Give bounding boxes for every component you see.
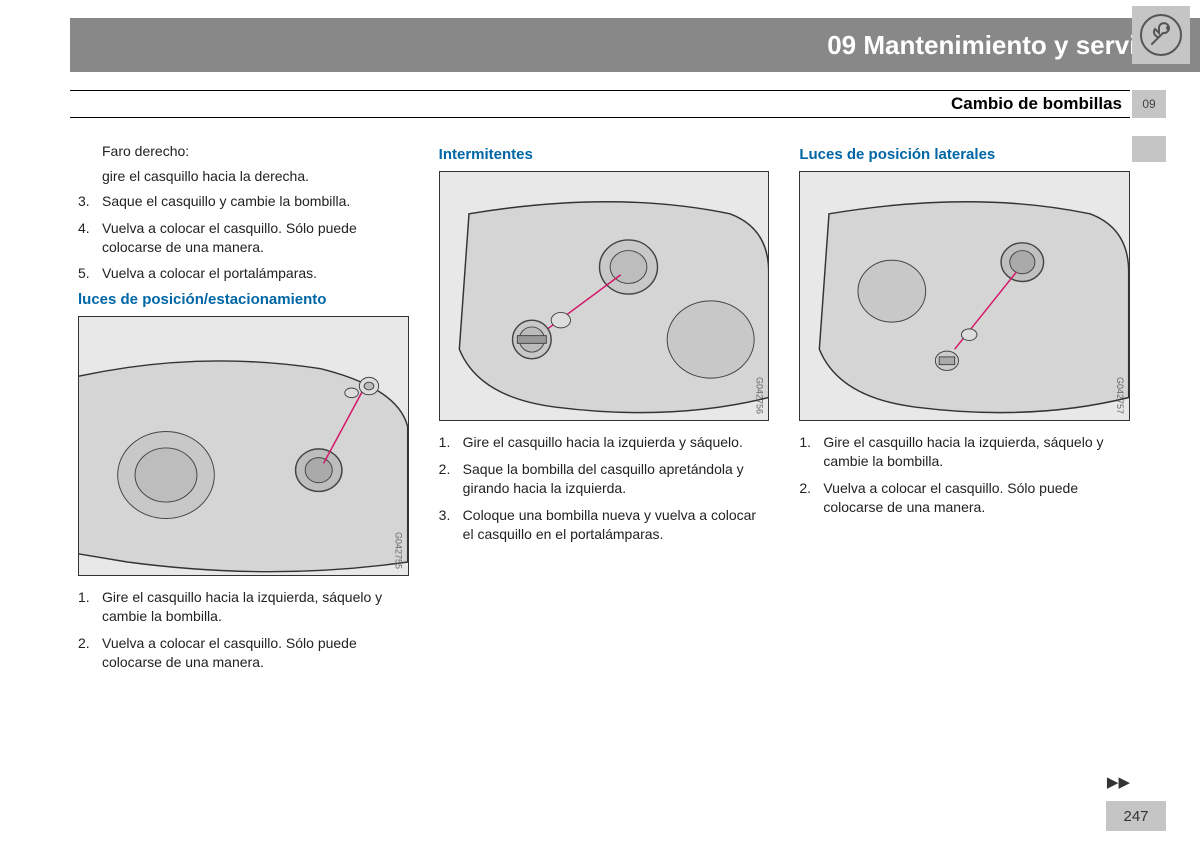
- step-number: 3.: [439, 506, 463, 544]
- numbered-step: 3.Coloque una bombilla nueva y vuelva a …: [439, 506, 770, 544]
- numbered-step: 1.Gire el casquillo hacia la izquierda, …: [799, 433, 1130, 471]
- continue-indicator: ▶▶: [1107, 773, 1130, 791]
- step-number: 4.: [78, 219, 102, 257]
- numbered-step: 3.Saque el casquillo y cambie la bombill…: [78, 192, 409, 211]
- chapter-header: 09 Mantenimiento y servicio: [70, 18, 1200, 72]
- step-text: Vuelva a colocar el casquillo. Sólo pued…: [102, 634, 409, 672]
- step-text: Gire el casquillo hacia la izquierda y s…: [463, 433, 770, 452]
- step-text: Vuelva a colocar el casquillo. Sólo pued…: [823, 479, 1130, 517]
- step-text: Saque la bombilla del casquillo apretánd…: [463, 460, 770, 498]
- illustration-code: G042756: [754, 377, 764, 414]
- numbered-step: 2.Vuelva a colocar el casquillo. Sólo pu…: [799, 479, 1130, 517]
- step-number: 2.: [799, 479, 823, 517]
- chapter-title: 09 Mantenimiento y servicio: [827, 30, 1174, 61]
- numbered-step: 1.Gire el casquillo hacia la izquierda y…: [439, 433, 770, 452]
- section-heading-turn-signals: Intermitentes: [439, 146, 770, 163]
- numbered-step: 5.Vuelva a colocar el portalámparas.: [78, 264, 409, 283]
- section-heading-side-position-lights: Luces de posición laterales: [799, 146, 1130, 163]
- illustration-parking-lights: G042755: [78, 316, 409, 576]
- intro-text-1: Faro derecho:: [78, 142, 409, 161]
- numbered-step: 1.Gire el casquillo hacia la izquierda, …: [78, 588, 409, 626]
- step-number: 1.: [78, 588, 102, 626]
- step-number: 5.: [78, 264, 102, 283]
- section-header-bar: Cambio de bombillas: [70, 90, 1130, 118]
- column-1: Faro derecho: gire el casquillo hacia la…: [78, 142, 409, 680]
- step-number: 1.: [439, 433, 463, 452]
- chapter-tab-lower: [1132, 136, 1166, 162]
- step-number: 1.: [799, 433, 823, 471]
- illustration-code: G042757: [1115, 377, 1125, 414]
- intro-text-2: gire el casquillo hacia la derecha.: [78, 167, 409, 186]
- numbered-step: 2.Vuelva a colocar el casquillo. Sólo pu…: [78, 634, 409, 672]
- section-heading-parking-lights: luces de posición/estacionamiento: [78, 291, 409, 308]
- column-3: Luces de posición laterales G042757 1.Gi…: [799, 142, 1130, 680]
- step-text: Gire el casquillo hacia la izquierda, sá…: [102, 588, 409, 626]
- page-content: Faro derecho: gire el casquillo hacia la…: [78, 142, 1130, 680]
- step-text: Saque el casquillo y cambie la bombilla.: [102, 192, 409, 211]
- wrench-icon: [1140, 14, 1182, 56]
- service-icon-badge: [1132, 6, 1190, 64]
- step-text: Coloque una bombilla nueva y vuelva a co…: [463, 506, 770, 544]
- illustration-turn-signals: G042756: [439, 171, 770, 421]
- step-number: 3.: [78, 192, 102, 211]
- page-number: 247: [1106, 801, 1166, 831]
- column-2: Intermitentes G042756 1.Gire el casquill…: [439, 142, 770, 680]
- step-number: 2.: [439, 460, 463, 498]
- step-text: Vuelva a colocar el casquillo. Sólo pued…: [102, 219, 409, 257]
- illustration-side-position-lights: G042757: [799, 171, 1130, 421]
- step-number: 2.: [78, 634, 102, 672]
- step-text: Vuelva a colocar el portalámparas.: [102, 264, 409, 283]
- section-title: Cambio de bombillas: [951, 94, 1122, 114]
- step-text: Gire el casquillo hacia la izquierda, sá…: [823, 433, 1130, 471]
- chapter-tab: 09: [1132, 90, 1166, 118]
- illustration-code: G042755: [394, 532, 404, 569]
- numbered-step: 4.Vuelva a colocar el casquillo. Sólo pu…: [78, 219, 409, 257]
- numbered-step: 2.Saque la bombilla del casquillo apretá…: [439, 460, 770, 498]
